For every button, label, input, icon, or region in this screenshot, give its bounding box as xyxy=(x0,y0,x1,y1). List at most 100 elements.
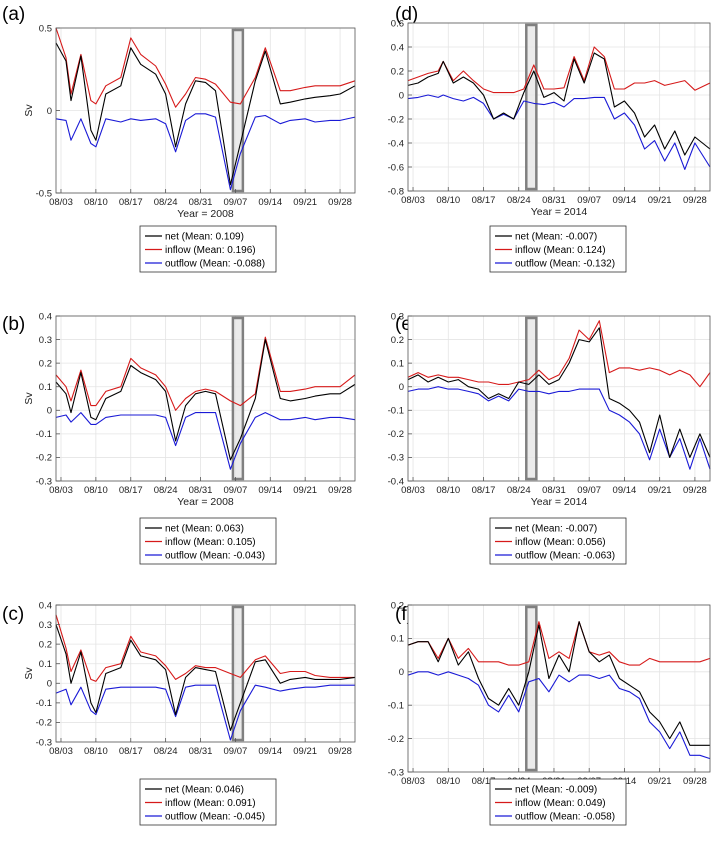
y-tick-label: 0.5 xyxy=(39,23,52,34)
axes-frame xyxy=(55,315,356,482)
legend-entry-outflow: outflow (Mean: -0.132) xyxy=(515,259,615,270)
y-tick-label: 0.4 xyxy=(391,42,404,53)
y-tick-label: 0.3 xyxy=(39,335,52,346)
x-tick-label: 08/10 xyxy=(436,776,460,787)
x-axis-title: Year = 2014 xyxy=(531,496,588,508)
x-tick-label: 08/10 xyxy=(84,197,108,208)
x-tick-label: 09/07 xyxy=(224,746,248,757)
legend-entry-inflow: inflow (Mean: 0.091) xyxy=(165,798,256,809)
y-tick-label: -0.1 xyxy=(388,701,404,712)
legend-entry-inflow: inflow (Mean: 0.124) xyxy=(515,245,606,256)
y-tick-label: 0.6 xyxy=(391,18,404,29)
y-tick-label: -0.3 xyxy=(36,737,52,748)
x-tick-label: 08/17 xyxy=(119,197,143,208)
y-tick-label: -0.1 xyxy=(36,698,52,709)
panel-label: (d) xyxy=(395,4,418,25)
chart-panel-c: (c) -0.3 -0.2 -0.1 0 0.1 0.2 0.3 0.4 08/03 08/10 08… xyxy=(2,600,356,826)
series-line-inflow xyxy=(55,614,355,682)
x-tick-label: 09/14 xyxy=(258,746,282,757)
x-tick-label: 08/31 xyxy=(189,197,213,208)
y-tick-label: 0 xyxy=(47,406,52,417)
x-tick-label: 09/14 xyxy=(258,197,282,208)
y-tick-label: -0.8 xyxy=(388,186,404,197)
y-tick-label: -0.4 xyxy=(388,138,404,149)
legend-box xyxy=(139,225,277,273)
y-tick-label: -0.2 xyxy=(388,114,404,125)
legend-entry-inflow: inflow (Mean: 0.049) xyxy=(515,798,606,809)
plot-area xyxy=(408,316,710,481)
x-tick-label: 09/21 xyxy=(648,195,672,206)
x-tick-label: 08/24 xyxy=(154,197,178,208)
legend-entry-outflow: outflow (Mean: -0.058) xyxy=(515,812,615,823)
x-axis-title: Year = 2008 xyxy=(177,496,234,508)
legend-box xyxy=(139,778,277,826)
x-tick-label: 08/03 xyxy=(49,485,73,496)
series-line-inflow xyxy=(407,621,711,666)
x-tick-label: 09/07 xyxy=(224,197,248,208)
y-tick-label: 0.2 xyxy=(391,335,404,346)
y-tick-label: 0.2 xyxy=(391,600,404,611)
chart-panel-f: (f)-0.3-0.2-0.100.10.208/0308/1008/1708/… xyxy=(388,600,711,826)
y-tick-label: -0.1 xyxy=(388,406,404,417)
y-tick-label: 0.2 xyxy=(391,66,404,77)
x-tick-label: 09/14 xyxy=(613,485,637,496)
x-tick-label: 09/21 xyxy=(648,776,672,787)
x-axis-title: Year = 2014 xyxy=(531,206,588,218)
legend-entry-outflow: outflow (Mean: -0.045) xyxy=(165,812,265,823)
panel-label: (b) xyxy=(2,314,25,335)
x-tick-label: 08/31 xyxy=(189,485,213,496)
y-axis-title: Sv xyxy=(23,104,35,117)
x-tick-label: 09/07 xyxy=(224,485,248,496)
y-tick-label: 0.1 xyxy=(39,659,52,670)
legend-entry-outflow: outflow (Mean: -0.043) xyxy=(165,551,265,562)
series-line-net xyxy=(407,621,710,746)
legend-entry-net: net (Mean: 0.063) xyxy=(165,524,244,535)
y-tick-label: 0.1 xyxy=(391,634,404,645)
series-line-outflow xyxy=(55,113,356,191)
series-line-inflow xyxy=(407,46,711,94)
x-tick-label: 08/10 xyxy=(84,485,108,496)
legend-entry-outflow: outflow (Mean: -0.063) xyxy=(515,551,615,562)
x-tick-label: 08/17 xyxy=(119,485,143,496)
y-tick-label: -0.6 xyxy=(388,162,404,173)
y-tick-label: 0.3 xyxy=(391,311,404,322)
x-tick-label: 08/03 xyxy=(49,197,73,208)
y-tick-label: 0.2 xyxy=(39,639,52,650)
y-tick-label: 0 xyxy=(47,679,52,690)
axes-frame xyxy=(55,604,356,743)
y-tick-label: 0 xyxy=(47,106,52,117)
y-tick-label: -0.4 xyxy=(388,476,404,487)
series-line-inflow xyxy=(55,27,356,108)
x-tick-label: 09/21 xyxy=(293,197,317,208)
y-tick-label: -0.2 xyxy=(36,453,52,464)
event-shade-box xyxy=(231,605,245,742)
event-shade-box xyxy=(525,23,538,191)
series-line-outflow xyxy=(55,684,355,741)
legend-box xyxy=(489,778,627,826)
legend-box xyxy=(489,225,627,273)
x-tick-label: 08/03 xyxy=(401,195,425,206)
legend-entry-net: net (Mean: 0.109) xyxy=(165,232,244,243)
legend-entry-inflow: inflow (Mean: 0.196) xyxy=(165,245,256,256)
x-tick-label: 08/31 xyxy=(189,746,213,757)
y-tick-label: 0 xyxy=(399,90,404,101)
series-line-net xyxy=(55,339,356,461)
series-line-outflow xyxy=(55,412,356,470)
event-shade-box xyxy=(525,316,538,481)
x-tick-label: 09/28 xyxy=(683,485,707,496)
x-tick-label: 09/21 xyxy=(648,485,672,496)
x-tick-label: 08/17 xyxy=(472,776,496,787)
legend-entry-net: net (Mean: -0.007) xyxy=(515,232,597,243)
series-line-outflow xyxy=(407,671,711,760)
x-tick-label: 08/03 xyxy=(49,746,73,757)
x-tick-label: 08/17 xyxy=(472,485,496,496)
x-tick-label: 09/14 xyxy=(258,485,282,496)
y-tick-label: 0.1 xyxy=(391,358,404,369)
y-tick-label: -0.1 xyxy=(36,429,52,440)
event-shade-box xyxy=(525,605,538,772)
axes-frame xyxy=(407,604,711,773)
x-tick-label: 08/24 xyxy=(507,195,531,206)
y-tick-label: 0.1 xyxy=(39,382,52,393)
x-tick-label: 08/17 xyxy=(472,195,496,206)
y-tick-label: 0.4 xyxy=(39,311,52,322)
